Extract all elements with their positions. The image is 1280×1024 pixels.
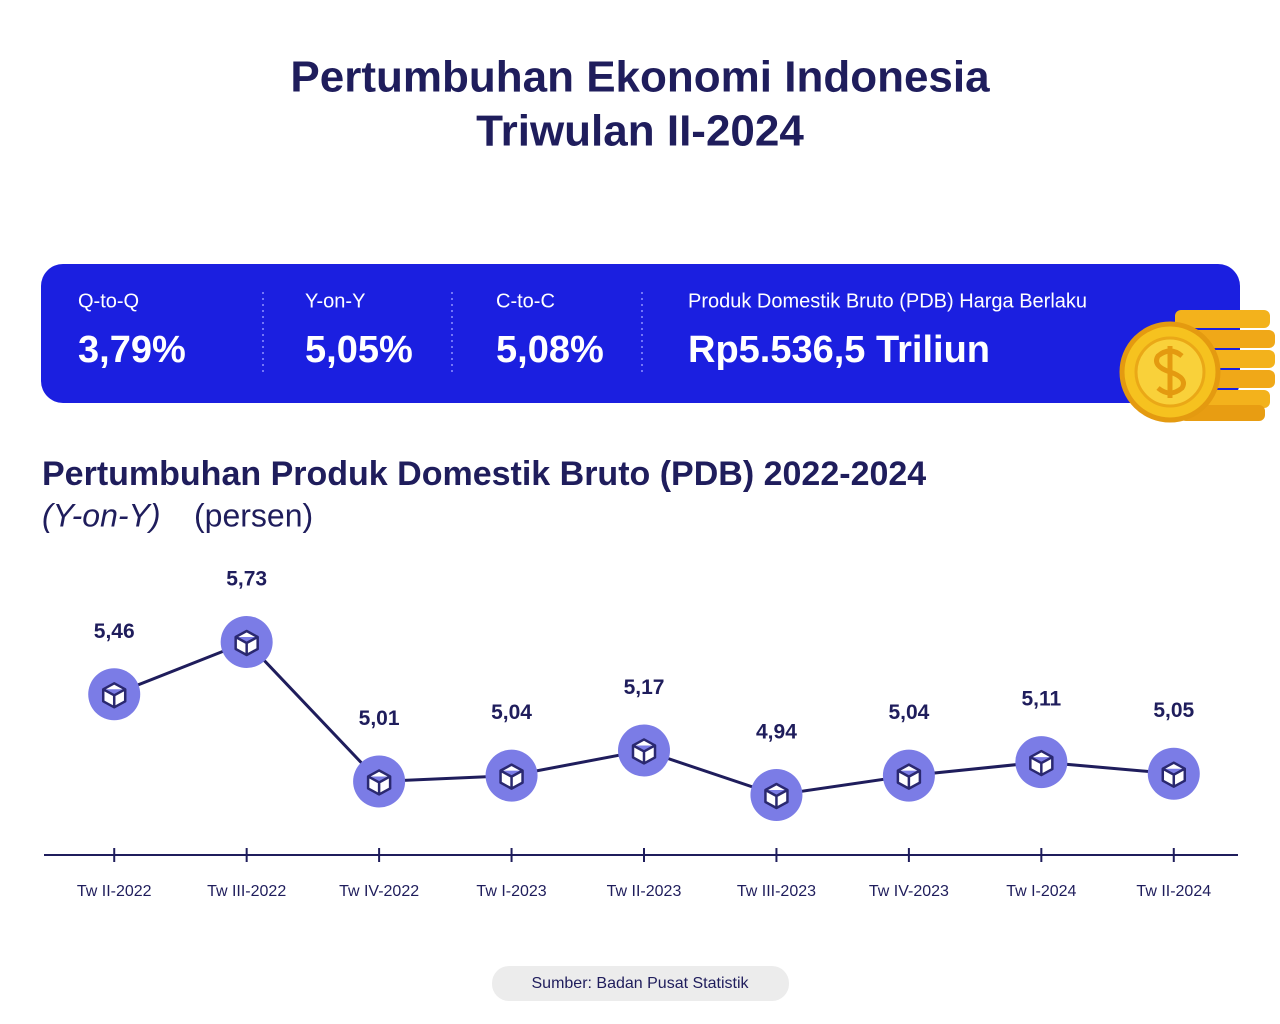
box-icon [631,738,657,765]
chart-subtitle: (Y-on-Y) [42,497,161,533]
x-tick-label: Tw II-2023 [607,883,682,900]
stat-label: Q-to-Q [78,290,139,312]
chart-unit: (persen) [194,497,313,533]
stat-value: 5,05% [305,329,413,371]
title: Pertumbuhan Ekonomi Indonesia [290,53,990,102]
x-tick-label: Tw III-2023 [737,883,816,900]
box-icon [764,782,789,810]
data-label: 5,73 [226,568,267,591]
box-icon [101,682,127,709]
line-chart: Tw II-2022 5,46 Tw III-2022 5,73 Tw IV-2022 5… [77,568,1211,901]
x-tick-label: Tw III-2022 [207,883,286,900]
box-icon [1029,749,1054,777]
data-label: 5,04 [888,701,929,724]
box-icon [499,763,524,790]
dollar-sign [1154,346,1186,398]
box-icon [366,769,392,796]
x-tick-label: Tw II-2022 [77,883,152,900]
stat-label: C-to-C [496,290,555,312]
coins-icon [1119,310,1275,423]
data-label: 5,05 [1153,699,1194,722]
stat-value: 3,79% [78,329,186,371]
stat-value: 5,08% [496,329,604,371]
coin-stack [1175,310,1270,328]
chart-title: Pertumbuhan Produk Domestik Bruto (PDB) … [42,455,926,493]
box-icon [234,629,259,657]
data-label: 5,11 [1021,688,1061,711]
box-icon [1161,761,1187,788]
stat-label: Y-on-Y [305,290,365,312]
box-icon [896,763,922,790]
data-label: 5,04 [491,701,532,724]
source-pill [492,966,789,1001]
title: Triwulan II-2024 [476,107,804,156]
stat-label: Produk Domestik Bruto (PDB) Harga Berlak… [688,290,1087,312]
stat-value: Rp5.536,5 Triliun [688,329,990,371]
data-label: 5,17 [624,676,665,699]
x-tick-label: Tw II-2024 [1136,883,1211,900]
data-label: 5,01 [359,707,400,730]
x-tick-label: Tw IV-2022 [339,883,419,900]
stats-banner [41,264,1240,403]
data-label: 5,46 [94,620,135,643]
stats: Q-to-Q 3,79% Y-on-Y 5,05% C-to-C 5,08% P… [78,290,1087,371]
x-tick-label: Tw I-2024 [1006,883,1076,900]
x-tick-label: Tw IV-2023 [869,883,949,900]
data-label: 4,94 [756,721,797,744]
source: Sumber: Badan Pusat Statistik [532,975,750,992]
dividers [262,292,643,372]
x-tick-label: Tw I-2023 [476,883,546,900]
